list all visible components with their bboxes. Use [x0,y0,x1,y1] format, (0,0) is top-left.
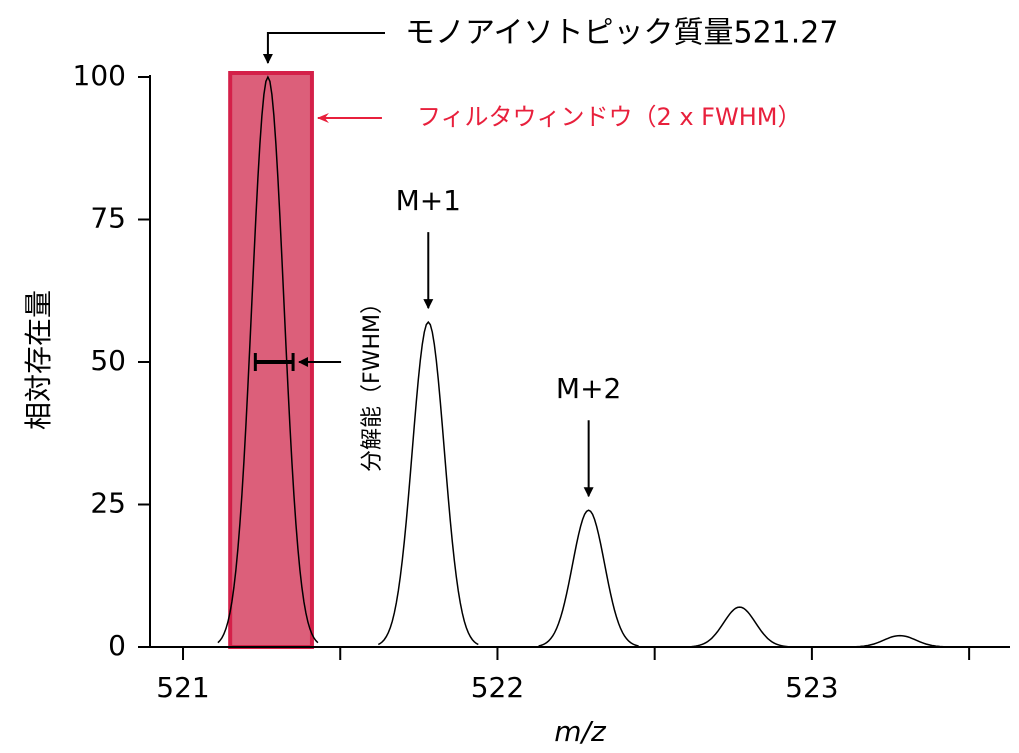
peak-label: M+1 [396,184,461,217]
y-tick-label: 0 [108,629,126,662]
y-axis-label: 相対存在量 [22,290,55,430]
x-axis-label: m/z [554,715,607,748]
peak [849,634,950,648]
y-tick-label: 75 [90,202,126,235]
peak [538,509,639,647]
resolution-label: 分解能（FWHM） [360,292,385,472]
x-tick-label: 521 [156,671,209,704]
y-tick-label: 25 [90,487,126,520]
peak [377,320,479,646]
chart-title: モノアイソトピック質量521.27 [405,16,838,51]
x-tick-label: 522 [471,671,524,704]
title-arrow [262,32,385,64]
x-tick-label: 523 [785,671,838,704]
peak [217,75,319,644]
filter-label: フィルタウィンドウ（2 x FWHM） [417,103,802,131]
peak-label: M+2 [556,372,621,405]
y-tick-label: 50 [90,344,126,377]
y-tick-label: 100 [73,59,126,92]
peak [689,606,790,648]
